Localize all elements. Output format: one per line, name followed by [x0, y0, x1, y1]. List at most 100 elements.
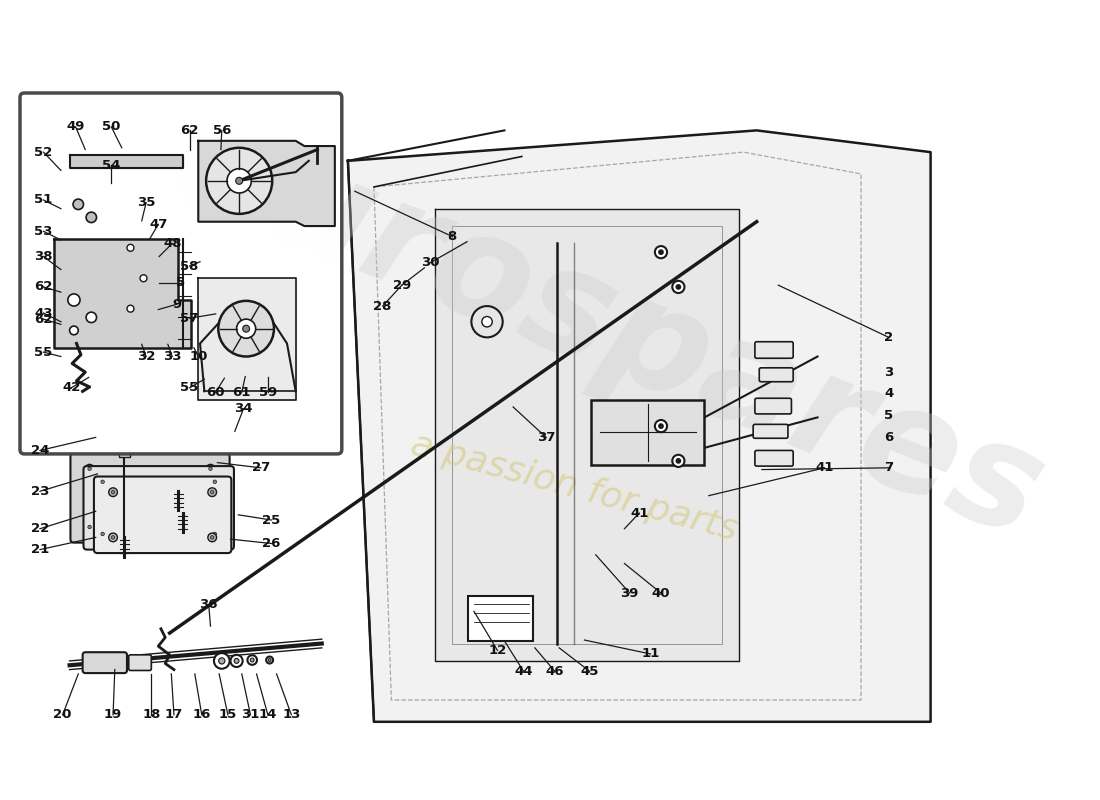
- Text: 26: 26: [262, 537, 280, 550]
- Circle shape: [268, 658, 271, 662]
- Text: 40: 40: [651, 586, 670, 599]
- Text: 20: 20: [54, 708, 72, 722]
- Circle shape: [227, 169, 251, 193]
- Text: a passion for parts: a passion for parts: [407, 427, 741, 547]
- Text: 16: 16: [192, 708, 211, 722]
- Circle shape: [126, 306, 134, 312]
- Text: 50: 50: [102, 121, 121, 134]
- Circle shape: [85, 522, 94, 531]
- Circle shape: [88, 526, 91, 529]
- Text: 34: 34: [234, 402, 253, 415]
- Text: 23: 23: [31, 485, 50, 498]
- Text: 49: 49: [66, 121, 85, 134]
- Circle shape: [126, 244, 134, 251]
- Circle shape: [213, 480, 217, 483]
- FancyBboxPatch shape: [84, 466, 234, 550]
- Text: 45: 45: [581, 665, 598, 678]
- Text: 8: 8: [448, 230, 456, 243]
- Text: 46: 46: [546, 665, 564, 678]
- Text: 2: 2: [884, 331, 893, 344]
- Circle shape: [213, 532, 217, 536]
- FancyBboxPatch shape: [759, 368, 793, 382]
- Circle shape: [243, 326, 250, 332]
- FancyBboxPatch shape: [754, 424, 788, 438]
- FancyBboxPatch shape: [129, 655, 152, 670]
- Text: 19: 19: [103, 708, 122, 722]
- Text: 13: 13: [283, 708, 300, 722]
- Circle shape: [209, 467, 212, 470]
- FancyBboxPatch shape: [755, 398, 791, 414]
- Text: 61: 61: [232, 386, 251, 398]
- Text: 22: 22: [31, 522, 50, 535]
- Circle shape: [208, 533, 217, 542]
- Circle shape: [210, 490, 213, 494]
- Text: 39: 39: [620, 586, 639, 599]
- Text: 4: 4: [884, 387, 893, 401]
- Circle shape: [672, 281, 684, 293]
- Text: 56: 56: [212, 124, 231, 137]
- Text: 43: 43: [34, 306, 53, 319]
- FancyBboxPatch shape: [94, 477, 231, 553]
- FancyBboxPatch shape: [20, 93, 342, 454]
- Text: 17: 17: [165, 708, 183, 722]
- Text: 33: 33: [163, 350, 182, 363]
- Circle shape: [98, 478, 107, 486]
- Text: 47: 47: [150, 218, 167, 231]
- Circle shape: [210, 530, 219, 538]
- Circle shape: [659, 424, 663, 428]
- Circle shape: [206, 522, 214, 531]
- Circle shape: [672, 454, 684, 467]
- Circle shape: [109, 533, 118, 542]
- Text: 18: 18: [142, 708, 161, 722]
- Circle shape: [213, 653, 230, 669]
- Bar: [592, 400, 704, 466]
- Circle shape: [219, 658, 224, 664]
- Text: 11: 11: [641, 647, 660, 661]
- Circle shape: [676, 458, 681, 463]
- Text: 54: 54: [102, 158, 121, 172]
- Text: 41: 41: [815, 462, 834, 474]
- Text: 42: 42: [62, 382, 80, 394]
- Text: 53: 53: [34, 225, 53, 238]
- Text: 62: 62: [34, 313, 53, 326]
- Bar: [119, 450, 130, 457]
- Circle shape: [218, 301, 274, 357]
- Circle shape: [210, 478, 219, 486]
- Text: 41: 41: [630, 506, 648, 519]
- Text: 38: 38: [34, 250, 53, 263]
- Circle shape: [208, 488, 217, 497]
- Text: 62: 62: [34, 281, 53, 294]
- Circle shape: [231, 655, 243, 667]
- Circle shape: [654, 420, 667, 432]
- Circle shape: [88, 467, 91, 470]
- Text: 30: 30: [421, 256, 440, 269]
- Circle shape: [111, 490, 114, 494]
- Circle shape: [69, 326, 78, 334]
- Circle shape: [234, 658, 239, 663]
- Circle shape: [206, 148, 272, 214]
- Polygon shape: [198, 141, 334, 226]
- Circle shape: [86, 312, 97, 322]
- Circle shape: [472, 306, 503, 338]
- Circle shape: [111, 536, 114, 539]
- Text: 28: 28: [374, 299, 392, 313]
- Text: 29: 29: [393, 278, 411, 292]
- Text: 15: 15: [219, 708, 236, 722]
- Text: 6: 6: [884, 431, 893, 444]
- FancyBboxPatch shape: [755, 450, 793, 466]
- Polygon shape: [198, 278, 296, 400]
- Text: 32: 32: [136, 350, 155, 363]
- Text: 51: 51: [34, 194, 53, 206]
- Circle shape: [236, 319, 255, 338]
- Text: 60: 60: [207, 386, 224, 398]
- FancyBboxPatch shape: [82, 652, 126, 673]
- Text: 27: 27: [252, 462, 270, 474]
- Text: 7: 7: [884, 462, 893, 474]
- Text: 44: 44: [515, 665, 532, 678]
- Bar: [468, 596, 534, 641]
- Text: 35: 35: [136, 196, 155, 209]
- Text: 12: 12: [488, 644, 507, 657]
- Text: eurospares: eurospares: [155, 92, 1063, 569]
- Text: 55: 55: [180, 382, 199, 394]
- Circle shape: [209, 526, 212, 529]
